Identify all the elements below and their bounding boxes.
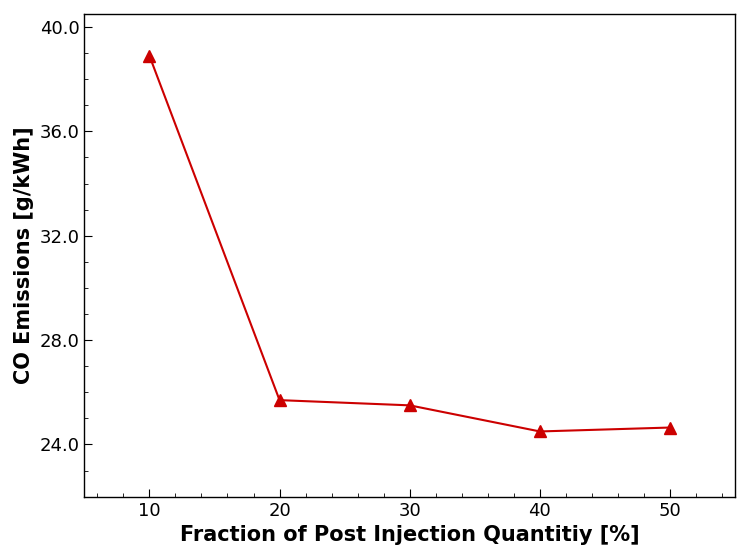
Y-axis label: CO Emissions [g/kWh]: CO Emissions [g/kWh] [14, 126, 34, 384]
X-axis label: Fraction of Post Injection Quantitiy [%]: Fraction of Post Injection Quantitiy [%] [180, 525, 640, 545]
